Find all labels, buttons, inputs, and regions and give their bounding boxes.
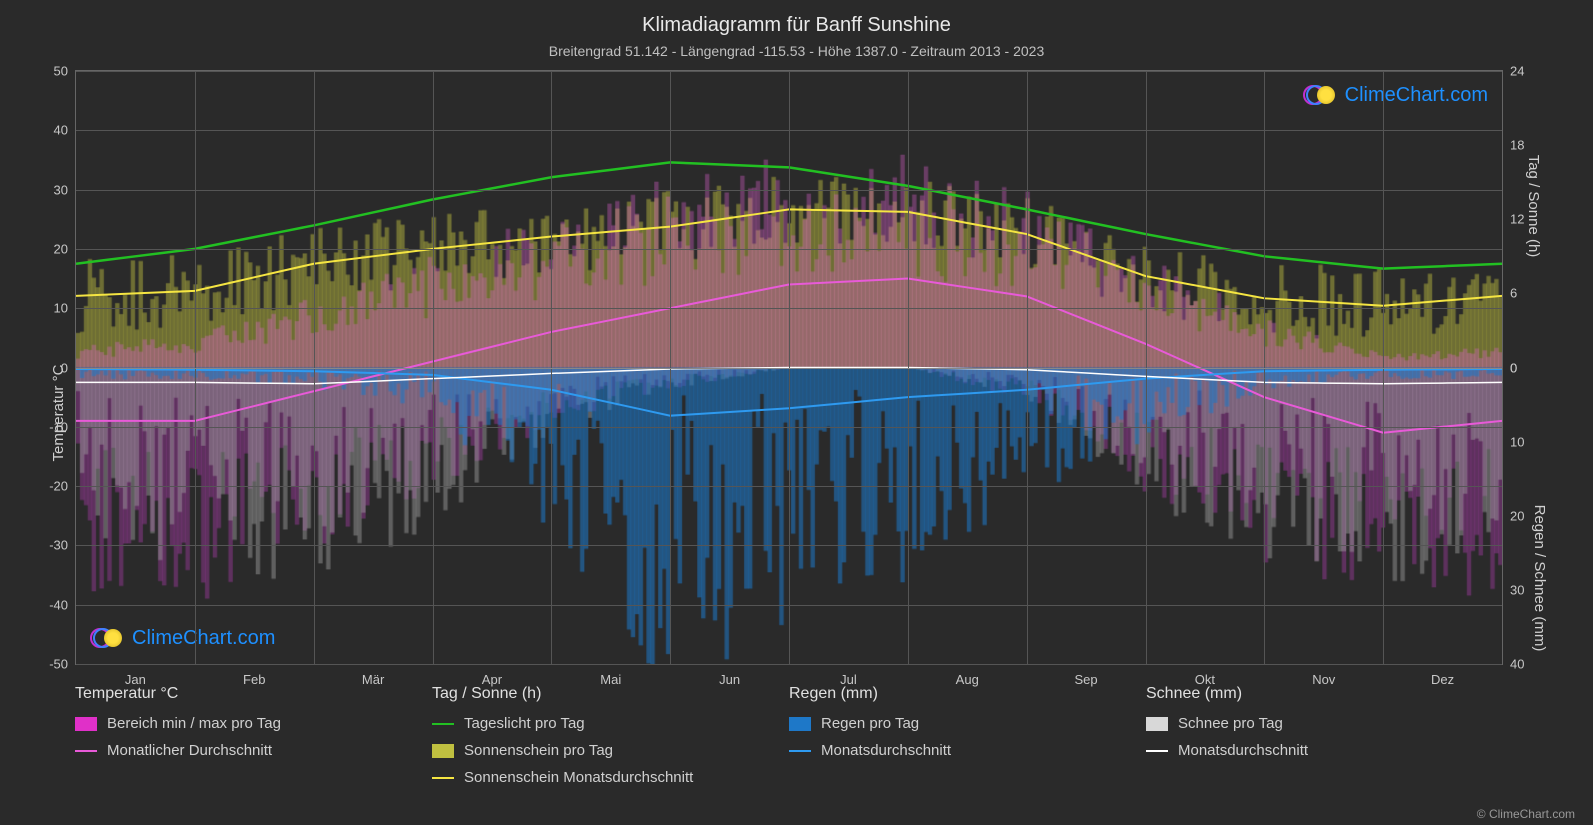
y-axis-right-bottom-label: Regen / Schnee (mm)	[1531, 504, 1548, 651]
legend-line-swatch	[75, 750, 97, 752]
x-tick: Mär	[362, 664, 384, 687]
x-tick: Jun	[719, 664, 740, 687]
legend-label: Monatsdurchschnitt	[1178, 742, 1308, 759]
legend-item: Regen pro Tag	[789, 715, 1126, 732]
y-right-bottom-tick: 10	[1502, 434, 1524, 449]
logo-bottom: ClimeChart.com	[90, 626, 275, 650]
legend-title: Schnee (mm)	[1146, 685, 1483, 703]
legend-swatch	[1146, 717, 1168, 731]
legend-swatch	[432, 744, 454, 758]
legend-item: Sonnenschein pro Tag	[432, 742, 769, 759]
logo-text: ClimeChart.com	[132, 627, 275, 650]
legend-line-swatch	[432, 777, 454, 779]
y-axis-right-top-label: Tag / Sonne (h)	[1525, 155, 1542, 258]
copyright-text: © ClimeChart.com	[1477, 807, 1575, 821]
y-left-tick: -30	[49, 538, 76, 553]
legend-label: Regen pro Tag	[821, 715, 919, 732]
chart-subtitle: Breitengrad 51.142 - Längengrad -115.53 …	[0, 37, 1593, 59]
legend-column: Regen (mm) Regen pro Tag Monatsdurchschnit…	[789, 685, 1146, 815]
logo-icon	[1303, 83, 1339, 107]
legend-column: Tag / Sonne (h) Tageslicht pro Tag Sonnens…	[432, 685, 789, 815]
logo-top: ClimeChart.com	[1303, 83, 1488, 107]
legend-item: Tageslicht pro Tag	[432, 715, 769, 732]
legend-area: Temperatur °C Bereich min / max pro Tag Mo…	[75, 685, 1503, 815]
y-right-bottom-tick: 40	[1502, 657, 1524, 672]
legend-label: Monatsdurchschnitt	[821, 742, 951, 759]
legend-swatch	[789, 717, 811, 731]
chart-title: Klimadiagramm für Banff Sunshine	[0, 0, 1593, 37]
y-left-tick: -10	[49, 419, 76, 434]
x-tick: Aug	[956, 664, 979, 687]
legend-title: Regen (mm)	[789, 685, 1126, 703]
x-tick: Jul	[840, 664, 857, 687]
legend-swatch	[75, 717, 97, 731]
y-left-tick: -20	[49, 479, 76, 494]
x-tick: Apr	[482, 664, 502, 687]
hgrid-line	[76, 664, 1502, 665]
legend-label: Bereich min / max pro Tag	[107, 715, 281, 732]
y-axis-left-label: Temperatur °C	[50, 364, 67, 461]
x-tick: Dez	[1431, 664, 1454, 687]
y-right-bottom-tick: 20	[1502, 508, 1524, 523]
y-right-top-tick: 18	[1502, 138, 1524, 153]
x-tick: Okt	[1195, 664, 1215, 687]
zero-line	[76, 368, 1502, 370]
climate-chart: Klimadiagramm für Banff Sunshine Breiten…	[0, 0, 1593, 825]
y-right-top-tick: 12	[1502, 212, 1524, 227]
x-tick: Feb	[243, 664, 265, 687]
legend-label: Tageslicht pro Tag	[464, 715, 585, 732]
legend-item: Monatsdurchschnitt	[1146, 742, 1483, 759]
legend-label: Schnee pro Tag	[1178, 715, 1283, 732]
legend-line-swatch	[432, 723, 454, 725]
legend-item: Schnee pro Tag	[1146, 715, 1483, 732]
plot-area: ClimeChart.com ClimeChart.com 5040302010…	[75, 70, 1503, 665]
y-left-tick: 0	[61, 360, 76, 375]
legend-label: Sonnenschein pro Tag	[464, 742, 613, 759]
legend-label: Monatlicher Durchschnitt	[107, 742, 272, 759]
legend-label: Sonnenschein Monatsdurchschnitt	[464, 769, 693, 786]
legend-item: Monatsdurchschnitt	[789, 742, 1126, 759]
legend-item: Bereich min / max pro Tag	[75, 715, 412, 732]
legend-line-swatch	[1146, 750, 1168, 752]
x-tick: Mai	[600, 664, 621, 687]
legend-column: Temperatur °C Bereich min / max pro Tag Mo…	[75, 685, 432, 815]
y-right-top-tick: 6	[1502, 286, 1517, 301]
y-left-tick: 30	[54, 182, 76, 197]
y-left-tick: 10	[54, 301, 76, 316]
y-left-tick: -50	[49, 657, 76, 672]
y-left-tick: -40	[49, 597, 76, 612]
y-right-bottom-tick: 30	[1502, 582, 1524, 597]
y-left-tick: 50	[54, 64, 76, 79]
logo-text: ClimeChart.com	[1345, 84, 1488, 107]
legend-title: Tag / Sonne (h)	[432, 685, 769, 703]
y-left-tick: 20	[54, 241, 76, 256]
legend-title: Temperatur °C	[75, 685, 412, 703]
x-tick: Nov	[1312, 664, 1335, 687]
logo-icon	[90, 626, 126, 650]
y-left-tick: 40	[54, 123, 76, 138]
legend-item: Monatlicher Durchschnitt	[75, 742, 412, 759]
legend-column: Schnee (mm) Schnee pro Tag Monatsdurchschn…	[1146, 685, 1503, 815]
x-tick: Jan	[125, 664, 146, 687]
y-right-top-tick: 24	[1502, 64, 1524, 79]
legend-item: Sonnenschein Monatsdurchschnitt	[432, 769, 769, 786]
legend-line-swatch	[789, 750, 811, 752]
y-right-bottom-tick: 0	[1502, 360, 1517, 375]
x-tick: Sep	[1075, 664, 1098, 687]
